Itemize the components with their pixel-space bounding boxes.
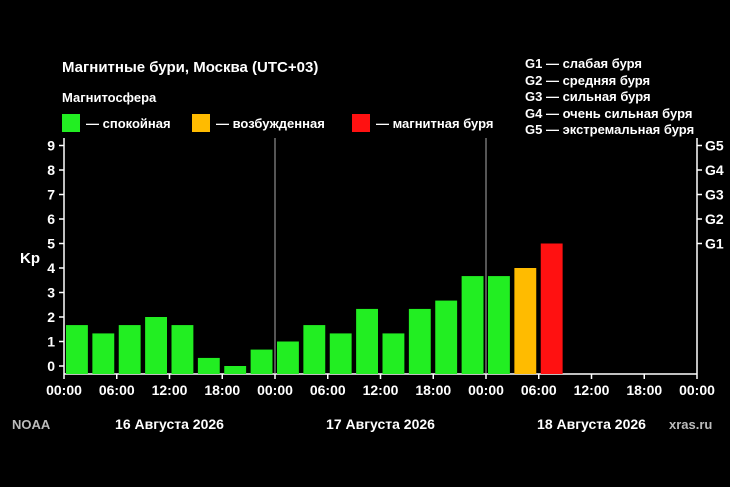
g-tick-label: G4: [705, 162, 724, 178]
legend-title: Магнитосфера: [62, 90, 157, 105]
x-tick-label: 12:00: [574, 382, 610, 398]
g-tick-label: G1: [705, 236, 724, 252]
y-tick-label: 5: [47, 236, 55, 252]
y-tick-label: 6: [47, 211, 55, 227]
x-tick-label: 06:00: [99, 382, 135, 398]
y-axis-label: Kp: [20, 250, 40, 267]
g-scale-g1: G1 — слабая буря: [525, 56, 643, 71]
kp-bar: [303, 325, 326, 374]
g-scale-g4: G4 — очень сильная буря: [525, 105, 693, 121]
kp-bar: [408, 308, 431, 374]
kp-bar: [329, 333, 352, 374]
x-tick-label: 00:00: [257, 382, 293, 398]
y-tick-label: 7: [47, 187, 55, 203]
x-tick-label: 18:00: [415, 382, 451, 398]
day-label: 16 Августа 2026: [115, 416, 224, 432]
kp-bar: [277, 341, 299, 374]
y-tick-label: 1: [47, 334, 55, 350]
y-tick-label: 4: [47, 260, 55, 276]
g-tick-label: G2: [705, 211, 724, 227]
legend-label-excited: — возбужденная: [216, 115, 325, 131]
g-tick-label: G5: [705, 138, 724, 154]
x-tick-label: 00:00: [46, 382, 82, 398]
kp-bar: [92, 333, 115, 374]
chart-title: Магнитные бури, Москва (UTC+03): [62, 59, 319, 76]
y-tick-label: 8: [47, 162, 55, 178]
kp-bar: [540, 243, 563, 374]
kp-bar: [224, 366, 247, 374]
source-watermark: NOAA: [12, 417, 51, 432]
kp-bar: [250, 349, 273, 374]
kp-bar: [382, 333, 405, 374]
legend-item-storm: — магнитная буря: [352, 114, 493, 132]
kp-bar: [145, 317, 167, 374]
x-tick-label: 06:00: [521, 382, 557, 398]
x-tick-label: 00:00: [679, 382, 715, 398]
g-scale-g5: G5 — экстремальная буря: [525, 122, 695, 138]
day-label: 17 Августа 2026: [326, 416, 435, 432]
y-tick-label: 0: [47, 358, 55, 374]
day-label: 18 Августа 2026: [537, 416, 646, 432]
kp-bar: [514, 268, 537, 374]
x-tick-label: 12:00: [363, 382, 399, 398]
site-watermark: xras.ru: [669, 417, 713, 432]
g-scale-g2: G2 — средняя буря: [525, 72, 651, 88]
kp-bar: [197, 357, 220, 374]
g-tick-label: G3: [705, 187, 724, 203]
x-tick-label: 00:00: [468, 382, 504, 398]
legend-swatch-calm: [62, 114, 80, 132]
g-scale-legend: G1 — слабая буря G2 — средняя буря G3 — …: [525, 56, 694, 139]
legend-label-calm: — спокойная: [86, 115, 171, 131]
kp-bar: [461, 276, 484, 374]
legend-label-storm: — магнитная буря: [376, 115, 494, 131]
legend-item-excited: — возбужденная: [192, 114, 325, 132]
kp-bar: [435, 300, 458, 374]
legend-swatch-storm: [352, 114, 370, 132]
x-tick-label: 18:00: [204, 382, 240, 398]
x-tick-label: 12:00: [152, 382, 188, 398]
y-tick-label: 2: [47, 309, 55, 325]
kp-bar: [356, 308, 378, 374]
legend-item-calm: — спокойная: [62, 114, 171, 132]
y-tick-label: 3: [47, 285, 55, 301]
legend-swatch-excited: [192, 114, 210, 132]
kp-bar: [66, 325, 88, 374]
y-tick-label: 9: [47, 138, 55, 154]
x-tick-label: 18:00: [626, 382, 662, 398]
kp-bar: [488, 276, 510, 374]
x-tick-label: 06:00: [310, 382, 346, 398]
kp-bar: [171, 325, 194, 374]
kp-bar: [118, 325, 141, 374]
g-scale-g3: G3 — сильная буря: [525, 89, 651, 105]
